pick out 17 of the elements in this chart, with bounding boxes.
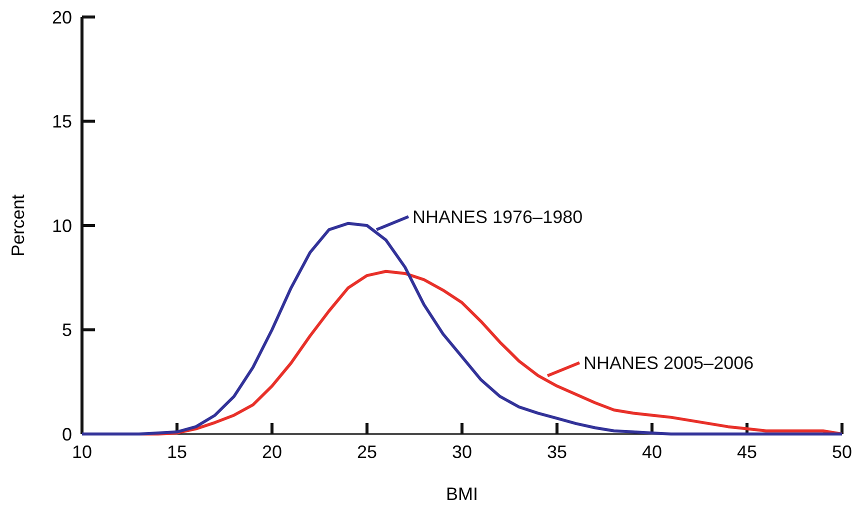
x-tick-label: 35 (546, 442, 568, 462)
x-tick-label: 25 (356, 442, 378, 462)
x-tick-label: 15 (166, 442, 188, 462)
x-axis-title: BMI (446, 484, 478, 504)
x-tick-label: 45 (736, 442, 758, 462)
x-tick-label: 20 (262, 442, 282, 462)
x-tick-label: 40 (642, 442, 662, 462)
y-tick-label: 0 (62, 424, 72, 444)
legend-label: NHANES 1976–1980 (412, 206, 583, 227)
y-tick-label: 15 (52, 112, 72, 132)
legend-label: NHANES 2005–2006 (584, 353, 754, 374)
y-tick-label: 20 (52, 7, 72, 28)
x-tick-label: 50 (832, 442, 852, 462)
y-tick-label: 5 (62, 320, 72, 340)
x-tick-label: 30 (452, 442, 472, 462)
y-axis-title: Percent (8, 194, 28, 257)
y-tick-label: 10 (52, 216, 72, 236)
